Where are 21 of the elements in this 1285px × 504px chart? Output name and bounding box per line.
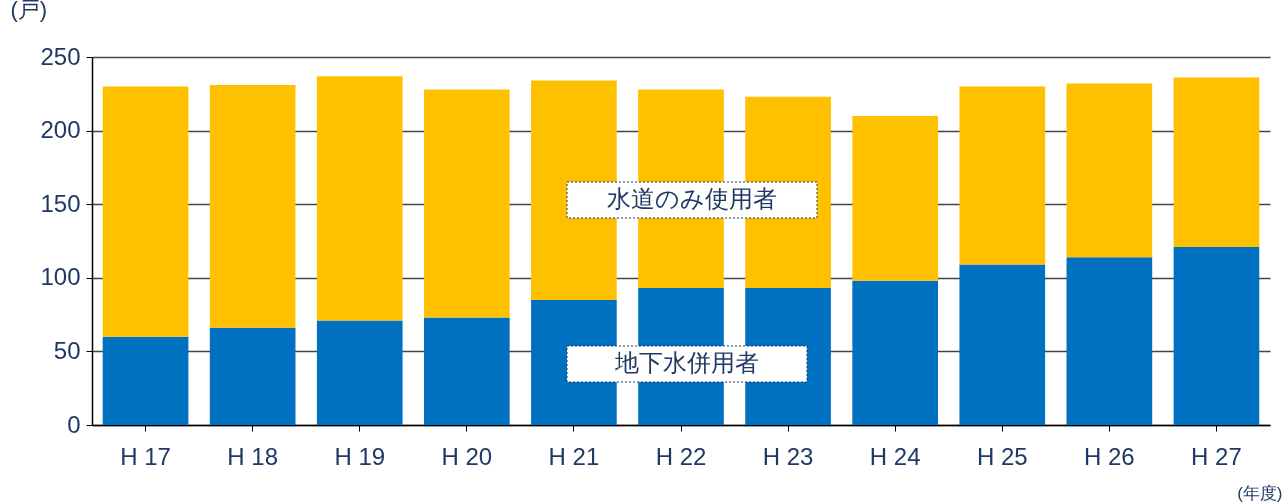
y-tick-label: 250 — [40, 42, 81, 70]
x-tick-label: H 20 — [441, 442, 493, 470]
series-label: 地下水併用者 — [614, 349, 759, 376]
x-tick-label: H 26 — [1084, 442, 1135, 470]
x-tick-label: H 23 — [762, 442, 814, 470]
y-axis-title: (戸) — [10, 0, 48, 22]
x-tick-label: H 17 — [120, 442, 171, 470]
x-axis-title: (年度) — [1237, 483, 1283, 503]
x-tick-label: H 24 — [869, 442, 921, 470]
x-tick-label: H 19 — [334, 442, 386, 470]
y-tick-label: 150 — [40, 189, 81, 217]
series-label: 水道のみ使用者 — [607, 185, 777, 212]
y-tick-label: 50 — [53, 336, 81, 364]
y-tick-label: 200 — [40, 116, 81, 144]
x-tick-label: H 25 — [976, 442, 1028, 470]
x-tick-label: H 18 — [227, 442, 278, 470]
y-tick-label: 100 — [40, 263, 81, 291]
x-tick-label: H 27 — [1191, 442, 1242, 470]
y-tick-label: 0 — [67, 410, 81, 438]
x-tick-label: H 22 — [655, 442, 707, 470]
x-tick-label: H 21 — [548, 442, 600, 470]
